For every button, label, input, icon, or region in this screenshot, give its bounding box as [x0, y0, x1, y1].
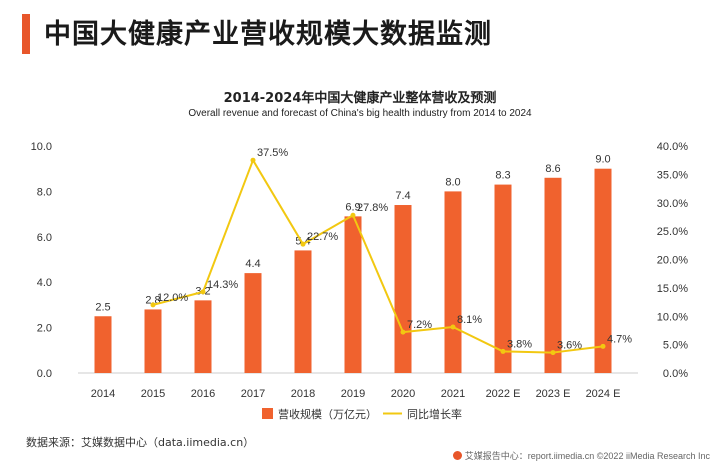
- growth-rate-label: 3.8%: [507, 338, 532, 350]
- revenue-bar-label: 8.0: [445, 176, 460, 188]
- revenue-bar: [194, 300, 212, 373]
- revenue-bar: [94, 316, 112, 373]
- growth-rate-point: [600, 343, 606, 349]
- growth-rate-label: 8.1%: [457, 314, 482, 326]
- x-axis-tick-label: 2020: [391, 388, 415, 400]
- right-axis-tick-label: 25.0%: [657, 226, 688, 238]
- x-axis-tick-label: 2018: [291, 388, 315, 400]
- title-accent-bar: [22, 14, 30, 54]
- growth-rate-label: 3.6%: [557, 340, 582, 352]
- growth-rate-point: [400, 329, 406, 335]
- left-axis-tick-label: 0.0: [37, 368, 52, 380]
- revenue-bar: [494, 184, 512, 373]
- growth-rate-label: 4.7%: [607, 333, 632, 345]
- x-axis-tick-label: 2021: [441, 388, 465, 400]
- growth-rate-point: [200, 289, 206, 295]
- revenue-growth-chart: 0.0 2.0 4.0 6.0 8.0 10.0 0.0% 5.0% 10.0% 15.0% 20.…: [31, 141, 689, 421]
- revenue-bar-label: 7.4: [395, 190, 410, 202]
- footer-text: 艾媒报告中心：report.iimedia.cn ©2022 iiMedia R…: [464, 451, 710, 461]
- revenue-bar: [394, 205, 412, 373]
- chart-title: 2014-2024年中国大健康产业整体营收及预测: [223, 91, 497, 106]
- revenue-bar-label: 2.5: [95, 301, 110, 313]
- right-axis-tick-label: 5.0%: [663, 340, 688, 352]
- data-source-note: 数据来源：艾媒数据中心（data.iimedia.cn）: [26, 436, 255, 449]
- growth-rate-point: [500, 348, 506, 354]
- right-axis-tick-label: 20.0%: [657, 255, 688, 267]
- growth-rate-label: 22.7%: [307, 231, 338, 243]
- revenue-bar: [344, 216, 362, 373]
- x-axis-tick-label: 2015: [141, 388, 165, 400]
- x-axis-tick-label: 2014: [91, 388, 115, 400]
- revenue-bar-label: 4.4: [245, 258, 260, 270]
- revenue-bar: [594, 168, 612, 373]
- right-axis-tick-label: 35.0%: [657, 169, 688, 181]
- left-axis-tick-label: 4.0: [37, 277, 52, 289]
- x-axis-tick-label: 2017: [241, 388, 265, 400]
- left-axis-tick-label: 2.0: [37, 323, 52, 335]
- legend-growth-label: 同比增长率: [407, 407, 462, 421]
- revenue-bar-label: 8.3: [495, 170, 510, 182]
- x-axis-tick-label: 2023 E: [536, 388, 571, 400]
- revenue-bar: [244, 273, 262, 373]
- footer-credit: 艾媒报告中心：report.iimedia.cn ©2022 iiMedia R…: [452, 449, 710, 462]
- growth-rate-point: [550, 350, 556, 356]
- revenue-bar: [294, 250, 312, 373]
- left-axis-tick-label: 8.0: [37, 186, 52, 198]
- growth-rate-point: [450, 324, 456, 330]
- growth-rate-label: 37.5%: [257, 147, 288, 159]
- revenue-bar-label: 6.9: [345, 201, 360, 213]
- growth-rate-point: [250, 157, 256, 163]
- page-title: 中国大健康产业营收规模大数据监测: [44, 19, 492, 50]
- x-axis-tick-label: 2022 E: [486, 388, 521, 400]
- left-axis-tick-label: 10.0: [31, 141, 52, 153]
- growth-rate-point: [300, 241, 306, 247]
- x-axis-tick-label: 2024 E: [586, 388, 621, 400]
- growth-rate-line: [152, 159, 604, 354]
- revenue-bar: [544, 177, 562, 373]
- revenue-bar-label: 9.0: [595, 154, 610, 166]
- revenue-bar: [444, 191, 462, 373]
- growth-rate-point: [350, 212, 356, 218]
- growth-rate-label: 14.3%: [207, 279, 238, 291]
- legend-revenue-label: 营收规模（万亿元）: [278, 407, 377, 421]
- left-axis-tick-label: 6.0: [37, 232, 52, 244]
- right-axis-tick-label: 0.0%: [663, 368, 688, 380]
- legend-revenue-swatch: [262, 408, 273, 419]
- x-axis-tick-label: 2019: [341, 388, 365, 400]
- x-axis-tick-label: 2016: [191, 388, 215, 400]
- right-axis-tick-label: 30.0%: [657, 198, 688, 210]
- right-axis-tick-label: 10.0%: [657, 311, 688, 323]
- growth-rate-point: [150, 302, 156, 308]
- iimedia-logo-icon: [452, 451, 462, 460]
- right-axis-tick-label: 40.0%: [657, 141, 688, 153]
- growth-rate-label: 12.0%: [157, 292, 188, 304]
- revenue-bar-label: 8.6: [545, 163, 560, 175]
- growth-rate-label: 7.2%: [407, 319, 432, 331]
- right-axis-tick-label: 15.0%: [657, 283, 688, 295]
- growth-rate-label: 27.8%: [357, 202, 388, 214]
- chart-subtitle: Overall revenue and forecast of China's …: [188, 108, 532, 119]
- revenue-bar: [144, 309, 162, 373]
